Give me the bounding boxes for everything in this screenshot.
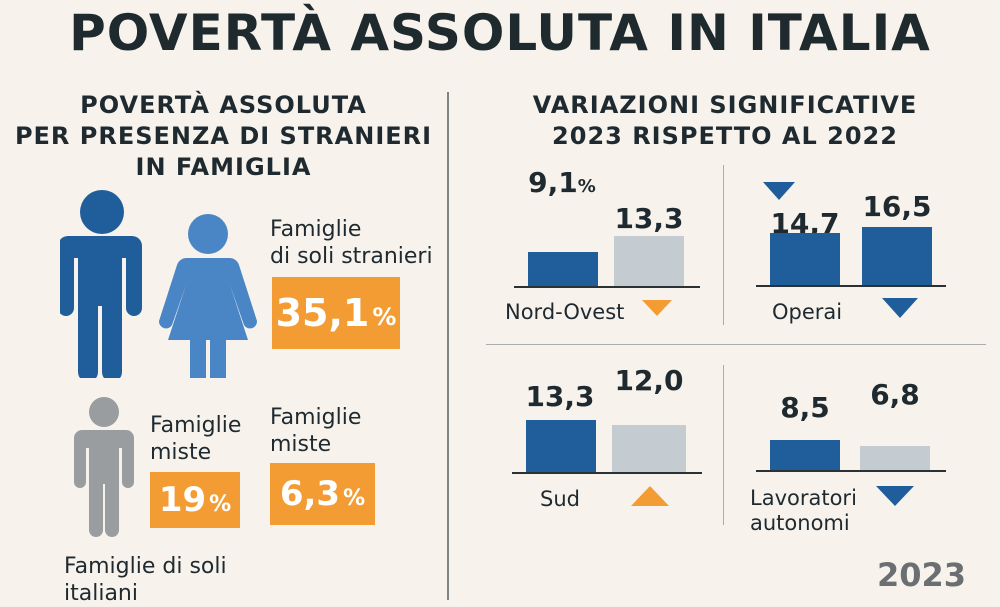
vertical-divider: [447, 92, 449, 600]
italians-label: Famiglie di soli italiani: [64, 554, 227, 606]
mixed-value-box-1: 19 %: [150, 472, 240, 528]
bar-sud-2023: [612, 425, 686, 472]
category-sud: Sud: [540, 487, 580, 511]
person-gray-icon: [74, 397, 134, 537]
panel-divider-bottom: [723, 365, 724, 525]
percent-sign: %: [372, 303, 397, 331]
right-title-line: 2023 RISPETTO AL 2022: [552, 122, 898, 150]
panel-divider-top: [723, 165, 724, 325]
left-title-line: POVERTÀ ASSOLUTA: [80, 91, 367, 119]
mixed-value-1: 19: [158, 480, 207, 520]
percent-sign: %: [209, 491, 232, 517]
value-label-operai-2023: 16,5: [862, 190, 932, 223]
bar-nord-ovest-2022: [528, 252, 598, 286]
percent-sign: %: [343, 485, 366, 511]
baseline: [512, 472, 702, 474]
value-label-sud-2022: 13,3: [525, 380, 595, 413]
page-title: POVERTÀ ASSOLUTA IN ITALIA: [69, 4, 931, 62]
trend-down-blue-icon: [882, 298, 918, 318]
foreigners-value-box: 35,1 %: [272, 277, 400, 349]
value-label-sud-2023: 12,0: [614, 364, 684, 397]
value-label-nord-ovest-2023: 13,3: [614, 202, 684, 235]
value-label-nord-ovest-2022: 9,1%: [528, 166, 596, 199]
bar-operai-2022: [770, 233, 840, 285]
mixed-label-2: Famiglie miste: [270, 405, 362, 457]
mixed-value-box-2: 6,3 %: [270, 463, 375, 525]
year-label: 2023: [876, 556, 966, 594]
bar-sud-2022: [526, 420, 596, 472]
man-icon: [60, 190, 142, 378]
foreigners-label: Famiglie di soli stranieri: [270, 217, 433, 269]
category-operai: Operai: [772, 300, 843, 324]
baseline: [756, 470, 946, 472]
left-title-line: IN FAMIGLIA: [135, 153, 312, 181]
left-section-title: POVERTÀ ASSOLUTA PER PRESENZA DI STRANIE…: [0, 90, 447, 183]
category-nord-ovest: Nord-Ovest: [505, 300, 625, 324]
foreigners-value: 35,1: [275, 291, 370, 335]
value-label-autonomi-2023: 6,8: [870, 378, 920, 411]
category-lavoratori-autonomi: Lavoratori autonomi: [750, 486, 857, 535]
trend-down-blue-icon: [876, 486, 914, 506]
trend-down-blue-icon: [763, 182, 795, 200]
mixed-label-1: Famiglie miste: [150, 413, 242, 465]
bar-nord-ovest-2023: [614, 236, 684, 286]
horizontal-divider: [486, 344, 986, 345]
left-title-line: PER PRESENZA DI STRANIERI: [14, 122, 433, 150]
baseline: [514, 286, 700, 288]
value-label-autonomi-2022: 8,5: [780, 391, 830, 424]
mixed-value-2: 6,3: [279, 474, 341, 514]
baseline: [756, 285, 946, 287]
trend-up-orange-icon: [631, 486, 669, 506]
woman-icon: [158, 214, 258, 378]
bar-autonomi-2023: [860, 446, 930, 470]
trend-down-orange-icon: [642, 300, 672, 316]
right-section-title: VARIAZIONI SIGNIFICATIVE 2023 RISPETTO A…: [450, 90, 1000, 152]
bar-operai-2023: [862, 227, 932, 285]
bar-autonomi-2022: [770, 440, 840, 470]
family-foreigners-illustration: [60, 190, 258, 378]
right-title-line: VARIAZIONI SIGNIFICATIVE: [532, 91, 918, 119]
